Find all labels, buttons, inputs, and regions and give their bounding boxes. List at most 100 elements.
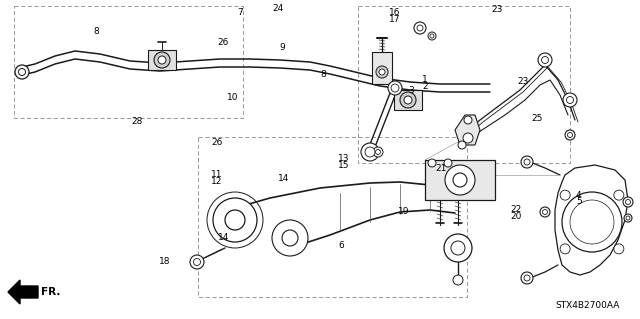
Text: 25: 25	[531, 114, 543, 122]
Bar	[14, 6, 243, 118]
Polygon shape	[372, 52, 392, 84]
Text: 8: 8	[93, 27, 99, 36]
Circle shape	[540, 207, 550, 217]
Circle shape	[521, 156, 533, 168]
Circle shape	[225, 210, 245, 230]
Circle shape	[272, 220, 308, 256]
Text: 23: 23	[517, 77, 529, 86]
Text: 18: 18	[159, 257, 170, 266]
Text: 19: 19	[398, 207, 410, 216]
Circle shape	[578, 208, 606, 236]
Circle shape	[19, 69, 26, 76]
Circle shape	[560, 190, 570, 200]
Text: 1: 1	[422, 75, 428, 84]
Bar	[425, 160, 495, 200]
Polygon shape	[455, 115, 480, 145]
Circle shape	[463, 133, 473, 143]
Text: 17: 17	[388, 15, 400, 24]
Text: 14: 14	[278, 174, 290, 182]
Polygon shape	[8, 280, 38, 304]
Circle shape	[458, 141, 466, 149]
Circle shape	[623, 197, 633, 207]
Text: 2: 2	[422, 82, 428, 91]
Circle shape	[365, 147, 375, 157]
Text: 12: 12	[211, 177, 223, 186]
Text: 23: 23	[492, 5, 503, 14]
Circle shape	[282, 230, 298, 246]
Circle shape	[614, 190, 624, 200]
Circle shape	[565, 130, 575, 140]
Circle shape	[445, 165, 475, 195]
Text: 16: 16	[388, 8, 400, 17]
Text: 4: 4	[576, 191, 582, 200]
Circle shape	[451, 241, 465, 255]
Text: 13: 13	[338, 154, 349, 163]
Polygon shape	[555, 165, 628, 275]
Text: 6: 6	[338, 241, 344, 250]
Circle shape	[428, 159, 436, 167]
Circle shape	[430, 34, 434, 38]
Text: 5: 5	[576, 197, 582, 206]
Circle shape	[524, 275, 530, 281]
Circle shape	[541, 56, 548, 63]
Circle shape	[562, 192, 622, 252]
Text: FR.: FR.	[41, 287, 60, 297]
Circle shape	[464, 116, 472, 124]
Circle shape	[213, 198, 257, 242]
Bar	[394, 90, 422, 110]
Text: 9: 9	[280, 43, 285, 52]
Text: 28: 28	[131, 117, 143, 126]
Circle shape	[158, 56, 166, 64]
Circle shape	[154, 52, 170, 68]
Circle shape	[417, 25, 423, 31]
Text: 14: 14	[218, 233, 229, 242]
Circle shape	[524, 159, 530, 165]
Bar	[148, 50, 176, 70]
Circle shape	[376, 150, 381, 154]
Circle shape	[453, 173, 467, 187]
Circle shape	[543, 210, 547, 214]
Circle shape	[207, 192, 263, 248]
Circle shape	[453, 275, 463, 285]
Text: 7: 7	[237, 8, 243, 17]
Circle shape	[614, 244, 624, 254]
Circle shape	[444, 234, 472, 262]
Text: 10: 10	[227, 93, 239, 102]
Circle shape	[361, 143, 379, 161]
Circle shape	[391, 84, 399, 92]
Text: 15: 15	[338, 161, 349, 170]
Circle shape	[15, 65, 29, 79]
Bar	[358, 6, 570, 163]
Circle shape	[400, 92, 416, 108]
Text: 26: 26	[218, 38, 229, 47]
Text: 11: 11	[211, 170, 223, 179]
Circle shape	[563, 93, 577, 107]
Circle shape	[624, 214, 632, 222]
Circle shape	[521, 272, 533, 284]
Circle shape	[373, 147, 383, 157]
Circle shape	[444, 159, 452, 167]
Text: 21: 21	[435, 164, 447, 173]
Circle shape	[376, 66, 388, 78]
Text: 26: 26	[211, 138, 223, 147]
Circle shape	[414, 22, 426, 34]
Circle shape	[379, 69, 385, 75]
Circle shape	[566, 97, 573, 103]
Text: 8: 8	[320, 70, 326, 78]
Text: STX4B2700AA: STX4B2700AA	[556, 301, 620, 310]
Text: 22: 22	[511, 205, 522, 214]
Circle shape	[568, 132, 573, 137]
Circle shape	[193, 258, 200, 265]
Circle shape	[190, 255, 204, 269]
Circle shape	[560, 244, 570, 254]
Circle shape	[570, 200, 614, 244]
Circle shape	[404, 96, 412, 104]
Circle shape	[625, 199, 630, 204]
Circle shape	[428, 32, 436, 40]
Circle shape	[538, 53, 552, 67]
Circle shape	[388, 81, 402, 95]
Text: 20: 20	[511, 212, 522, 221]
Circle shape	[626, 216, 630, 220]
Text: 24: 24	[272, 4, 284, 13]
Bar	[198, 137, 467, 297]
